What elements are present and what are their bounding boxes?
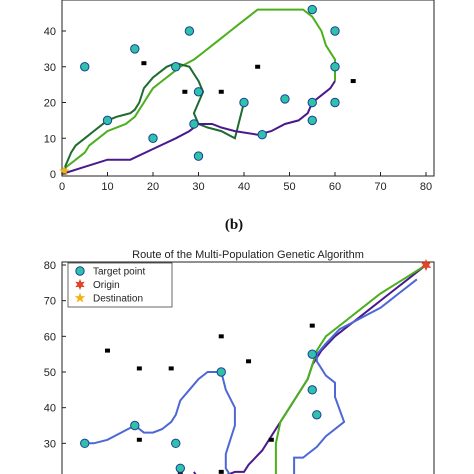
target-point	[130, 420, 140, 431]
target-point	[239, 97, 249, 108]
x-tick-label: 10	[101, 181, 113, 193]
obstacle-marker	[246, 359, 252, 364]
target-point	[307, 115, 317, 126]
origin-star	[420, 259, 432, 271]
route-line	[61, 8, 336, 175]
target-point	[193, 151, 204, 161]
obstacle-marker	[350, 79, 356, 84]
y-tick-label: 0	[50, 169, 56, 181]
target-point	[330, 97, 340, 108]
target-point	[307, 349, 317, 359]
target-point	[148, 133, 158, 143]
x-tick-label: 60	[329, 181, 341, 193]
y-ticks-a: 0 10 20 30 40	[44, 26, 66, 181]
route-line	[84, 371, 236, 474]
target-point	[80, 62, 90, 72]
x-tick-label: 50	[283, 181, 295, 193]
destination-star	[59, 165, 70, 176]
legend-destination-marker	[74, 292, 86, 303]
target-point	[80, 438, 90, 449]
target-point	[193, 87, 204, 97]
y-tick-label: 20	[44, 98, 56, 110]
x-tick-label: 0	[59, 181, 65, 193]
y-ticks-b: 30 40 50 60 70 80	[44, 260, 66, 450]
target-point	[312, 410, 322, 420]
y-tick-label: 10	[44, 133, 56, 145]
target-point	[189, 119, 199, 129]
x-tick-label: 30	[192, 181, 204, 193]
obstacle-marker	[105, 348, 110, 353]
legend-b: Target point Origin Destination	[67, 262, 173, 308]
obstacle-marker	[182, 89, 188, 94]
target-point	[184, 26, 195, 36]
route-line	[274, 264, 427, 474]
target-points-b	[80, 349, 322, 473]
obstacles-b	[105, 323, 315, 474]
obstacle-marker	[218, 469, 224, 474]
panel-label: (b)	[225, 217, 243, 233]
legend-target-marker	[75, 266, 85, 276]
x-ticks-a: 0 10 20 30 40 50 60 70 80	[59, 172, 432, 193]
x-tick-label: 80	[420, 181, 432, 193]
target-point	[257, 129, 267, 140]
y-tick-label: 30	[44, 62, 56, 74]
obstacle-marker	[136, 437, 142, 442]
obstacle-marker	[218, 89, 224, 94]
legend-label-target: Target point	[93, 267, 145, 278]
x-tick-label: 20	[147, 181, 159, 193]
y-tick-label: 70	[44, 296, 56, 308]
y-tick-label: 60	[44, 331, 56, 343]
legend-label-destination: Destination	[93, 294, 143, 305]
target-points-a	[80, 4, 340, 161]
obstacle-marker	[168, 366, 174, 371]
target-point	[330, 62, 340, 72]
obstacles-a	[141, 61, 356, 94]
origin-marker-b	[420, 259, 432, 271]
chart-title-b: Route of the Multi-Population Genetic Al…	[132, 249, 364, 261]
obstacle-marker	[255, 64, 261, 69]
target-point	[216, 367, 226, 377]
chart-panel-b: Route of the Multi-Population Genetic Al…	[44, 249, 435, 474]
y-tick-label: 40	[44, 26, 56, 38]
target-point	[171, 62, 181, 72]
target-point	[102, 115, 113, 126]
route-line	[61, 62, 245, 175]
legend-label-origin: Origin	[93, 280, 120, 291]
plot-frame-a	[61, 0, 435, 177]
obstacle-marker	[268, 437, 274, 442]
target-point	[330, 26, 340, 36]
legend-box	[67, 262, 173, 308]
obstacle-marker	[141, 61, 147, 66]
target-point	[307, 97, 317, 108]
destination-marker-a	[59, 165, 70, 176]
x-tick-label: 40	[238, 181, 250, 193]
route-line	[293, 278, 418, 474]
chart-panel-a: 0 10 20 30 40 50 60 70 80 0 10 20 30 40	[44, 0, 435, 193]
obstacle-marker	[309, 323, 315, 328]
obstacle-marker	[218, 334, 224, 339]
legend-origin-marker	[75, 279, 85, 290]
y-tick-label: 80	[44, 260, 56, 272]
target-point	[280, 94, 290, 104]
y-tick-label: 40	[44, 403, 56, 415]
target-point	[171, 438, 181, 449]
target-point	[307, 385, 317, 395]
target-point	[130, 44, 140, 54]
target-point	[307, 4, 317, 15]
target-point	[175, 463, 186, 473]
obstacle-marker	[136, 366, 142, 371]
x-tick-label: 70	[374, 181, 386, 193]
y-tick-label: 50	[44, 367, 56, 379]
y-tick-label: 30	[44, 438, 56, 450]
